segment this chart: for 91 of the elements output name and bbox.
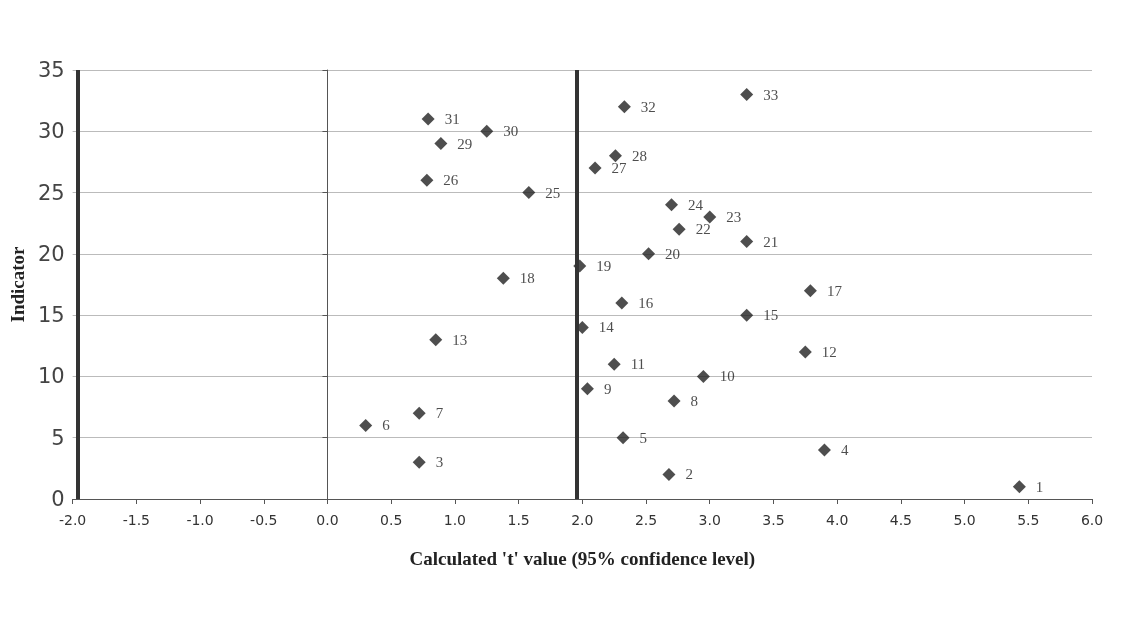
- point: [662, 467, 676, 481]
- y-axis-title: Indicator: [7, 245, 28, 323]
- data-label: 26: [443, 172, 459, 189]
- point: [1012, 480, 1026, 494]
- x-axis-title: Calculated 't' value (95% confidence level): [409, 548, 756, 570]
- x-tick-label: 4.5: [889, 512, 912, 528]
- point: [420, 173, 434, 187]
- point: [421, 112, 435, 126]
- y-tick-label: 30: [37, 119, 65, 144]
- point: [740, 308, 754, 322]
- data-label: 7: [435, 405, 444, 422]
- point: [359, 418, 373, 432]
- y-tick-label: 5: [51, 425, 65, 450]
- data-label: 2: [685, 466, 693, 483]
- data-label: 32: [640, 98, 656, 115]
- x-tick-label: 3.0: [698, 512, 721, 528]
- data-label: 3: [435, 454, 444, 471]
- x-tick-label: 3.5: [762, 512, 785, 528]
- data-label: 11: [630, 356, 646, 373]
- y-tick-label: 35: [37, 58, 65, 82]
- data-label: 19: [596, 258, 612, 275]
- y-tick-label: 25: [37, 180, 65, 205]
- data-label: 4: [840, 441, 849, 458]
- data-label: 8: [690, 392, 699, 409]
- data-label: 17: [826, 282, 843, 299]
- x-tick-label: -0.5: [250, 512, 278, 528]
- data-label: 20: [665, 245, 681, 262]
- data-label: 14: [598, 319, 615, 336]
- point: [615, 296, 629, 310]
- point: [522, 186, 536, 200]
- point: [496, 271, 510, 285]
- data-label: 28: [631, 147, 647, 164]
- x-tick-label: -1.0: [186, 512, 214, 528]
- x-tick-label: 1.5: [507, 512, 530, 528]
- x-tick-label: 2.5: [634, 512, 658, 528]
- data-label: 30: [503, 123, 519, 140]
- x-tick-label: 4.0: [826, 512, 849, 528]
- point: [672, 222, 686, 236]
- data-label: 27: [611, 160, 628, 177]
- y-tick-label: 20: [37, 241, 65, 266]
- x-tick-label: 5.5: [1017, 512, 1040, 528]
- point: [412, 406, 426, 420]
- y-tick-label: 0: [51, 487, 65, 511]
- point: [412, 455, 426, 469]
- point: [642, 247, 656, 261]
- data-label: 31: [444, 111, 460, 128]
- data-label: 12: [821, 343, 837, 360]
- point: [588, 161, 602, 175]
- data-label: 6: [382, 417, 391, 434]
- point: [703, 210, 717, 224]
- point: [617, 100, 631, 114]
- data-label: 5: [639, 429, 648, 446]
- point: [665, 198, 679, 212]
- point: [740, 235, 754, 249]
- data-label: 23: [726, 209, 742, 226]
- point: [740, 88, 754, 102]
- x-tick-label: 6.0: [1080, 512, 1104, 528]
- x-tick-label: 0.0: [316, 512, 339, 528]
- y-tick-label: 15: [37, 303, 65, 328]
- point: [667, 394, 681, 408]
- x-tick-label: 2.0: [571, 512, 594, 528]
- point: [696, 369, 710, 383]
- data-label: 10: [719, 368, 735, 385]
- x-tick-label: 0.5: [380, 512, 403, 528]
- point: [429, 333, 443, 347]
- data-label: 18: [519, 270, 535, 287]
- point: [480, 124, 494, 138]
- data-label: 25: [545, 184, 561, 201]
- point: [803, 284, 817, 298]
- data-label: 21: [763, 233, 779, 250]
- data-label: 9: [603, 380, 612, 397]
- data-label: 29: [457, 135, 473, 152]
- data-label: 33: [763, 86, 779, 103]
- data-label: 1: [1035, 478, 1044, 495]
- data-label: 16: [638, 294, 654, 311]
- data-label: 22: [695, 221, 711, 238]
- data-label: 13: [452, 331, 468, 348]
- x-tick-label: 5.0: [953, 512, 976, 528]
- point: [434, 137, 448, 151]
- point: [817, 443, 831, 457]
- data-label: 15: [763, 307, 779, 324]
- point: [608, 149, 622, 163]
- x-tick-label: 1.0: [443, 512, 467, 528]
- point: [607, 357, 621, 371]
- x-tick-label: -2.0: [58, 512, 87, 528]
- point: [616, 431, 630, 445]
- point: [580, 382, 594, 396]
- x-tick-label: -1.5: [122, 512, 150, 528]
- y-tick-label: 10: [37, 364, 65, 389]
- data-label: 24: [688, 196, 704, 213]
- point: [798, 345, 812, 359]
